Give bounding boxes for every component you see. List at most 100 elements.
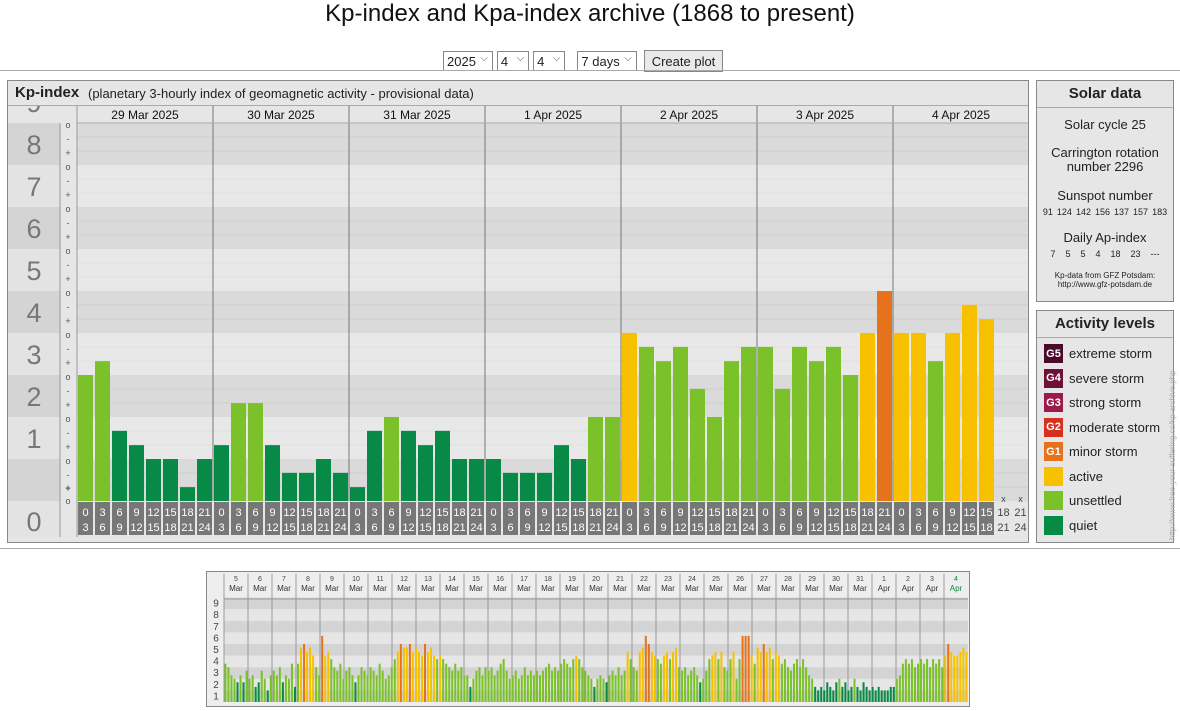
overview-bar — [296, 663, 300, 702]
overview-bar — [965, 652, 968, 702]
carrington-rotation: Carrington rotation number 2296 — [1051, 145, 1159, 174]
hour-label-start: 9 — [405, 507, 411, 519]
kp-bar — [588, 417, 603, 501]
overview-bar — [650, 652, 653, 702]
kp-tick-label: 3 — [26, 340, 41, 370]
overview-bar — [293, 686, 296, 702]
overview-bar — [581, 667, 584, 702]
kp-sub-tick: - — [67, 470, 70, 480]
overview-bar — [738, 659, 741, 702]
kp-sub-tick: + — [65, 190, 70, 200]
kp-bar — [146, 459, 161, 501]
overview-bar — [408, 644, 411, 702]
overview-month-label: Mar — [397, 584, 411, 593]
hour-label-end: 6 — [915, 522, 921, 534]
overview-bar — [856, 686, 859, 702]
hour-cell — [605, 502, 620, 535]
hour-label-end: 6 — [371, 522, 377, 534]
hour-label-start: 15 — [300, 507, 312, 519]
kp-bar — [282, 472, 297, 501]
kp-band — [77, 291, 1028, 333]
overview-band — [224, 609, 968, 621]
overview-bar — [517, 678, 520, 702]
overview-bar — [690, 670, 693, 702]
hour-label-end: 12 — [810, 522, 822, 534]
kp-bar — [690, 388, 705, 501]
kp-panel-header: Kp-index (planetary 3-hourly index of ge… — [8, 81, 1028, 106]
hour-label-end: 9 — [524, 522, 530, 534]
overview-bar — [950, 652, 953, 702]
overview-bar — [844, 682, 847, 702]
overview-bar — [678, 667, 681, 702]
overview-bar — [445, 663, 448, 702]
level-label: severe storm — [1069, 370, 1145, 386]
overview-bar — [529, 670, 532, 702]
kp-bar — [95, 361, 110, 501]
day-label: 29 Mar 2025 — [111, 108, 179, 122]
kp-sub-tick: o — [65, 414, 70, 424]
chevron-down-icon: ⌵ — [552, 53, 561, 64]
overview-bar — [774, 652, 777, 702]
hour-label-start: 0 — [626, 507, 632, 519]
overview-tick-label: 9 — [213, 599, 219, 610]
overview-bar — [765, 652, 768, 702]
overview-bar — [290, 663, 293, 702]
hour-cell — [248, 502, 263, 535]
hour-label-end: 15 — [419, 522, 431, 534]
hour-label-start: 6 — [524, 507, 530, 519]
overview-bar — [841, 686, 844, 702]
kp-bar — [860, 333, 875, 501]
hour-cell — [571, 502, 586, 535]
overview-bar — [260, 670, 263, 702]
overview-bar — [466, 675, 469, 702]
overview-bar — [735, 678, 738, 702]
hour-label-start: 12 — [147, 507, 159, 519]
kp-band — [77, 123, 1028, 165]
kp-sub-tick: + — [65, 400, 70, 410]
overview-bar — [826, 682, 829, 702]
sunspot-value: 156 — [1094, 207, 1110, 217]
month-select[interactable]: 4 ⌵ — [496, 51, 530, 71]
hour-cell — [758, 502, 773, 535]
create-plot-button[interactable]: Create plot — [643, 50, 724, 72]
hour-label-start: 9 — [813, 507, 819, 519]
span-select[interactable]: 7 days ⌵ — [577, 51, 637, 71]
overview-bar — [275, 675, 278, 702]
sunspot-title: Sunspot number — [1057, 188, 1153, 203]
overview-day-number: 10 — [352, 576, 360, 583]
hour-label-end: 24 — [334, 522, 346, 534]
hour-label-start: 6 — [660, 507, 666, 519]
kp-label-band — [8, 501, 60, 537]
hour-label-start: 18 — [317, 507, 329, 519]
overview-bar — [327, 652, 330, 702]
overview-bar — [913, 667, 916, 702]
kp-bar — [78, 375, 93, 501]
hour-label-end: 21 — [725, 522, 737, 534]
overview-band — [224, 644, 968, 656]
overview-bar — [309, 647, 312, 702]
hour-label-start: 6 — [252, 507, 258, 519]
kp-band — [77, 207, 1028, 249]
overview-bar — [847, 690, 850, 702]
overview-day-number: 5 — [234, 576, 238, 583]
overview-bar — [853, 678, 856, 702]
overview-band — [224, 655, 968, 668]
plot-controls: 2025 ⌵ 4 ⌵ 4 ⌵ 7 days ⌵ Create plot — [443, 50, 724, 72]
day-select[interactable]: 4 ⌵ — [533, 51, 566, 71]
kp-bar — [401, 430, 416, 501]
overview-bar — [366, 675, 369, 702]
hour-label-end: 24 — [742, 522, 754, 534]
year-select[interactable]: 2025 ⌵ — [443, 51, 493, 71]
overview-bar — [820, 686, 823, 702]
overview-bar — [916, 663, 920, 702]
hour-cell — [707, 502, 722, 535]
overview-bar — [239, 675, 242, 702]
overview-bar — [668, 659, 672, 702]
overview-bar — [511, 675, 514, 702]
overview-bar — [823, 690, 826, 702]
overview-bar — [711, 655, 714, 702]
overview-bar — [859, 690, 862, 702]
level-swatch — [1044, 466, 1063, 486]
overview-month-label: Mar — [805, 584, 819, 593]
data-source-link[interactable]: http://www.gfz-potsdam.de — [1057, 280, 1153, 289]
